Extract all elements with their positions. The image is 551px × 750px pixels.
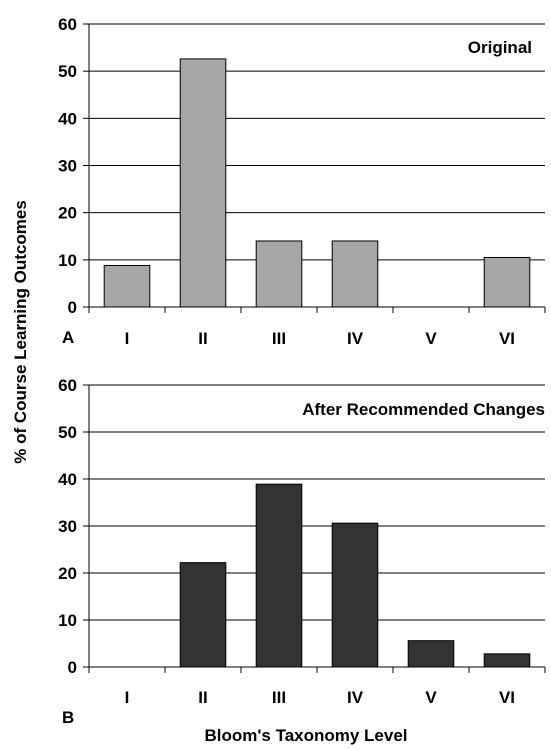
y-tick-label: 60 — [58, 15, 77, 34]
y-tick-label: 30 — [58, 157, 77, 176]
y-tick-label: 60 — [58, 376, 77, 395]
x-tick-label: IV — [347, 688, 364, 707]
x-tick-label: V — [425, 329, 437, 348]
bar-vi — [483, 256, 531, 308]
y-tick-label: 10 — [58, 251, 77, 270]
y-tick-label: 20 — [58, 564, 77, 583]
y-tick-label: 40 — [58, 109, 77, 128]
x-tick-label: I — [125, 688, 130, 707]
x-tick-label: VI — [499, 329, 515, 348]
y-tick-label: 0 — [68, 298, 77, 317]
x-tick-label: I — [125, 329, 130, 348]
y-tick-label: 40 — [58, 470, 77, 489]
panel-letter: B — [62, 708, 74, 727]
x-axis-label: Bloom's Taxonomy Level — [204, 726, 407, 745]
bar-i — [103, 264, 151, 308]
bar-v — [407, 640, 455, 668]
x-tick-label: IV — [347, 329, 364, 348]
y-axis-label: % of Course Learning Outcomes — [11, 200, 30, 464]
y-tick-label: 20 — [58, 204, 77, 223]
panel-letter: A — [62, 328, 74, 347]
y-tick-label: 0 — [68, 658, 77, 677]
panel-title: Original — [468, 38, 532, 57]
y-tick-label: 30 — [58, 517, 77, 536]
y-tick-label: 50 — [58, 62, 77, 81]
x-tick-label: III — [272, 688, 286, 707]
x-tick-label: VI — [499, 688, 515, 707]
bar-vi — [483, 653, 531, 668]
x-tick-label: II — [198, 688, 207, 707]
bar-ii — [179, 562, 227, 668]
x-tick-label: II — [198, 329, 207, 348]
bar-iii — [255, 483, 303, 668]
y-tick-label: 50 — [58, 423, 77, 442]
bar-iv — [331, 240, 379, 308]
panel-title: After Recommended Changes — [302, 400, 545, 419]
x-tick-label: III — [272, 329, 286, 348]
y-tick-label: 10 — [58, 611, 77, 630]
bar-iii — [255, 240, 303, 308]
bar-iv — [331, 522, 379, 668]
x-tick-label: V — [425, 688, 437, 707]
bar-ii — [179, 58, 227, 308]
